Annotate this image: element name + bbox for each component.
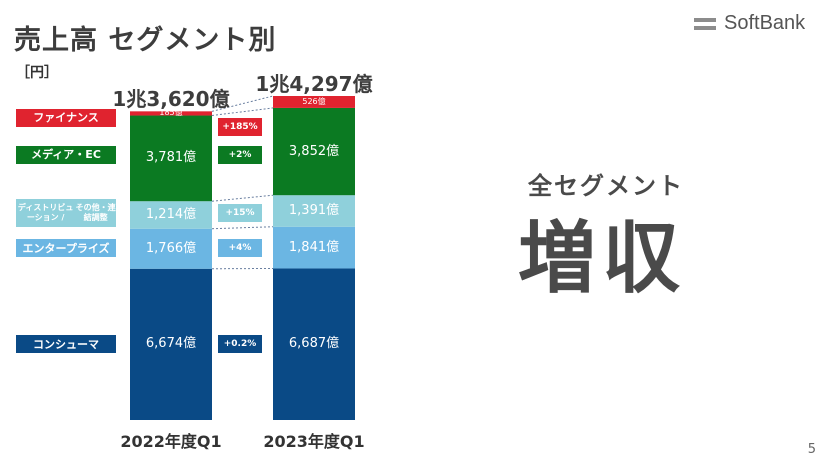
legend-text: ディストリビューション / [17,203,74,222]
legend-item: コンシューマ [16,335,116,354]
legend-text: エンタープライズ [22,241,110,255]
segment-value-label: 185億 [159,108,183,118]
segment-value-label: 3,781億 [145,150,197,166]
legend-item: メディア・EC [16,145,116,164]
bar-segment [130,201,212,229]
growth-badge: +4% [218,239,262,258]
bar-segment [130,115,212,202]
headline-sub: 全セグメント [528,172,684,200]
bar-segment [130,111,212,116]
bar-segment [130,228,212,269]
growth-badge: +15% [218,203,262,222]
connector-line [211,194,274,202]
segment-value-label: 6,674億 [145,336,197,352]
legend-item: ファイナンス [16,109,116,127]
page-number: 5 [807,442,816,457]
segment-value-label: 1,841億 [288,239,340,255]
legend-text: コンシューマ [33,337,99,351]
legend-text: ファイナンス [33,111,99,125]
bar-segment [130,268,212,420]
segment-value-label: 1,214億 [145,206,197,222]
total-value-label: 1兆3,620億 [112,87,230,112]
headline-main: 増収 [518,214,687,304]
segment-value-label: 1,766億 [145,240,197,256]
bar-segment [273,96,355,108]
growth-badge: +0.2% [218,335,262,354]
logo-text: SoftBank [724,12,806,34]
total-value-label: 1兆4,297億 [255,72,373,96]
growth-badge: +2% [218,145,262,164]
connector-line [211,226,274,230]
x-axis-label: 2023年度Q1 [263,432,365,451]
segment-value-label: 526億 [302,96,326,106]
legend-item: ディストリビューション / その他・連結調整 [16,198,116,227]
legend-text: メディア・EC [31,148,101,162]
softbank-logo: SoftBank [694,12,805,35]
bar-segment [273,268,355,420]
segment-value-label: 3,852億 [288,143,340,159]
x-axis-label: 2022年度Q1 [120,432,222,451]
growth-badge: +185% [218,118,262,136]
legend-item: エンタープライズ [16,239,116,258]
bar-segment [273,226,355,269]
legend-text: その他・連結調整 [75,203,116,222]
segment-value-label: 1,391億 [288,202,340,218]
unit-label: ［円］ [16,65,58,81]
logo-bars-icon [694,17,716,30]
segment-value-label: 6,687億 [288,336,340,352]
page-title: 売上高 セグメント別 [14,25,277,56]
bar-segment [273,195,355,227]
connector-line [211,95,274,112]
bar-segment [273,107,355,196]
